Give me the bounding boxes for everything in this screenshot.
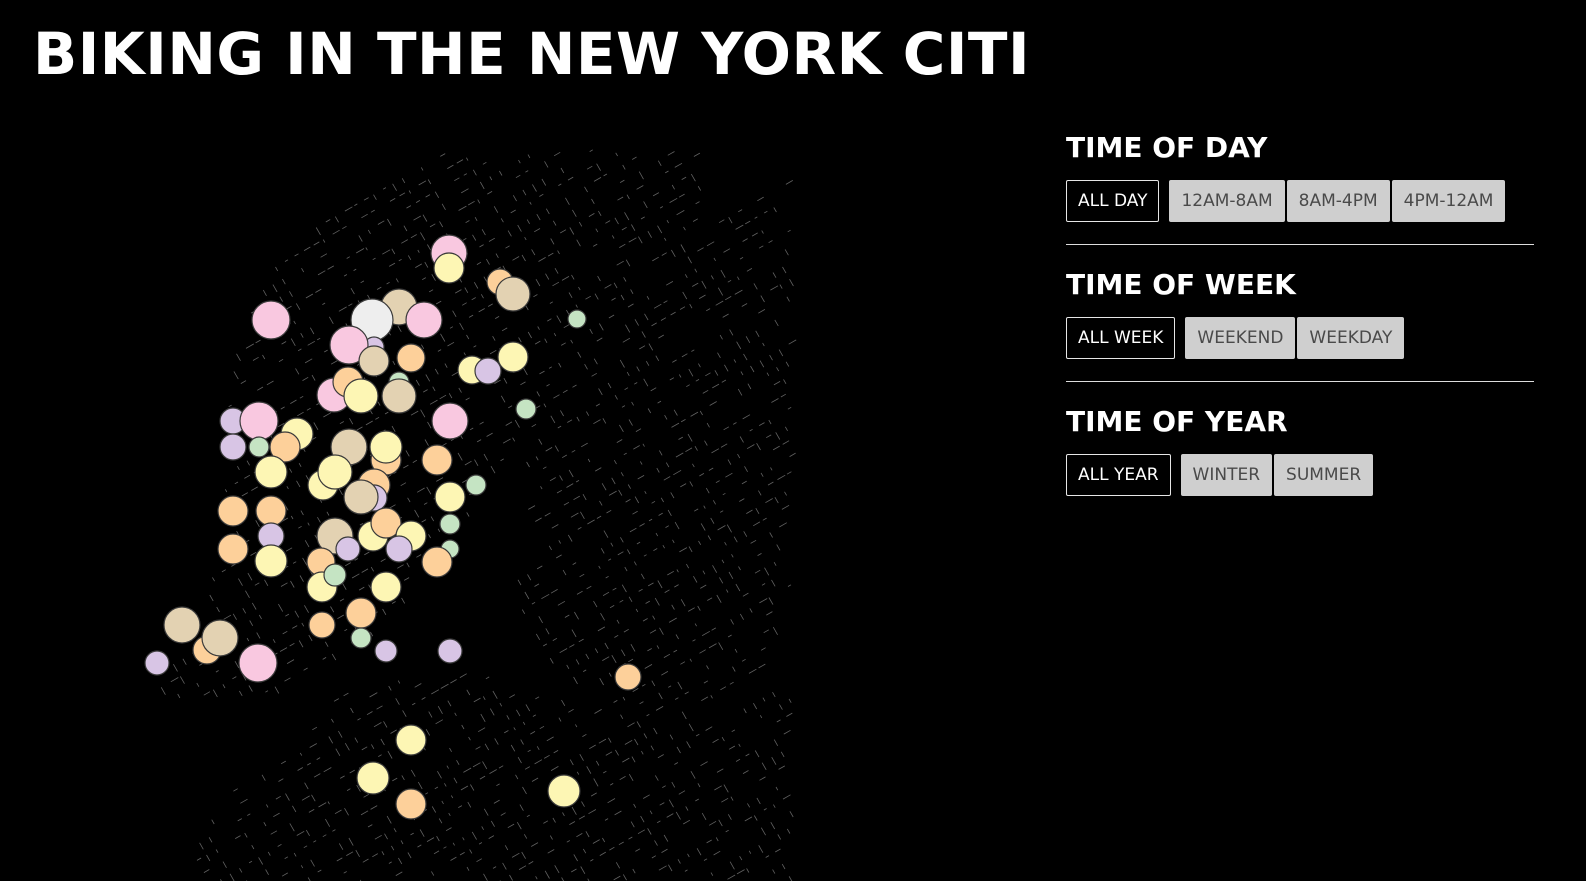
station-marker[interactable] [370, 507, 402, 539]
station-marker[interactable] [358, 345, 390, 377]
4pm-12am-button[interactable]: 4PM-12AM [1391, 180, 1506, 222]
map-canvas[interactable] [0, 110, 1040, 881]
time-of-week-heading: TIME OF WEEK [1066, 268, 1296, 301]
station-marker[interactable] [144, 650, 170, 676]
station-marker[interactable] [350, 627, 372, 649]
station-marker[interactable] [515, 398, 537, 420]
station-marker[interactable] [396, 343, 426, 373]
station-marker[interactable] [163, 606, 201, 644]
station-marker[interactable] [495, 276, 531, 312]
station-marker[interactable] [269, 431, 301, 463]
station-marker[interactable] [239, 401, 279, 441]
time-of-year-heading: TIME OF YEAR [1066, 405, 1288, 438]
station-marker[interactable] [465, 474, 487, 496]
station-marker[interactable] [308, 611, 336, 639]
8am-4pm-button[interactable]: 8AM-4PM [1286, 180, 1390, 222]
time-of-year-buttons: ALL YEAR WINTER SUMMER [1066, 454, 1534, 496]
time-of-year-section: TIME OF YEAR ALL YEAR WINTER SUMMER [1066, 381, 1534, 518]
station-marker[interactable] [254, 455, 288, 489]
weekend-button[interactable]: WEEKEND [1185, 317, 1296, 359]
station-markers[interactable] [144, 234, 642, 820]
time-of-week-section: TIME OF WEEK ALL WEEK WEEKEND WEEKDAY [1066, 244, 1534, 381]
station-marker[interactable] [437, 638, 463, 664]
all-week-button[interactable]: ALL WEEK [1066, 317, 1176, 359]
station-marker[interactable] [217, 533, 249, 565]
station-marker[interactable] [219, 433, 247, 461]
station-marker[interactable] [329, 325, 369, 365]
station-marker[interactable] [370, 571, 402, 603]
station-marker[interactable] [335, 536, 361, 562]
station-marker[interactable] [369, 430, 403, 464]
weekday-button[interactable]: WEEKDAY [1297, 317, 1405, 359]
station-marker[interactable] [374, 639, 398, 663]
page-title: BIKING IN THE NEW YORK CITI [33, 20, 1031, 88]
station-marker[interactable] [248, 436, 270, 458]
station-marker[interactable] [254, 544, 288, 578]
station-marker[interactable] [345, 597, 377, 629]
winter-button[interactable]: WINTER [1180, 454, 1273, 496]
station-marker[interactable] [356, 761, 390, 795]
station-marker[interactable] [317, 454, 353, 490]
station-marker[interactable] [343, 378, 379, 414]
summer-button[interactable]: SUMMER [1274, 454, 1374, 496]
station-marker[interactable] [547, 774, 581, 808]
station-marker[interactable] [323, 563, 347, 587]
filter-panel: TIME OF DAY ALL DAY 12AM-8AM 8AM-4PM 4PM… [1066, 128, 1534, 518]
station-marker[interactable] [238, 643, 278, 683]
station-marker[interactable] [405, 301, 443, 339]
station-marker[interactable] [497, 341, 529, 373]
station-marker[interactable] [381, 378, 417, 414]
station-marker[interactable] [421, 546, 453, 578]
station-marker[interactable] [395, 724, 427, 756]
time-of-day-heading: TIME OF DAY [1066, 131, 1268, 164]
station-marker[interactable] [567, 309, 587, 329]
station-marker[interactable] [217, 495, 249, 527]
station-marker[interactable] [614, 663, 642, 691]
station-marker[interactable] [433, 252, 465, 284]
time-of-day-section: TIME OF DAY ALL DAY 12AM-8AM 8AM-4PM 4PM… [1066, 128, 1534, 244]
station-marker[interactable] [201, 619, 239, 657]
station-marker[interactable] [431, 402, 469, 440]
station-marker[interactable] [255, 495, 287, 527]
station-marker[interactable] [385, 535, 413, 563]
station-marker[interactable] [439, 513, 461, 535]
station-marker[interactable] [474, 357, 502, 385]
station-marker[interactable] [421, 444, 453, 476]
time-of-day-buttons: ALL DAY 12AM-8AM 8AM-4PM 4PM-12AM [1066, 180, 1534, 222]
time-of-week-buttons: ALL WEEK WEEKEND WEEKDAY [1066, 317, 1534, 359]
12am-8am-button[interactable]: 12AM-8AM [1169, 180, 1285, 222]
bike-station-map[interactable] [0, 110, 1040, 881]
station-marker[interactable] [395, 788, 427, 820]
station-marker[interactable] [343, 479, 379, 515]
station-marker[interactable] [434, 481, 466, 513]
all-day-button[interactable]: ALL DAY [1066, 180, 1160, 222]
station-marker[interactable] [251, 300, 291, 340]
all-year-button[interactable]: ALL YEAR [1066, 454, 1171, 496]
